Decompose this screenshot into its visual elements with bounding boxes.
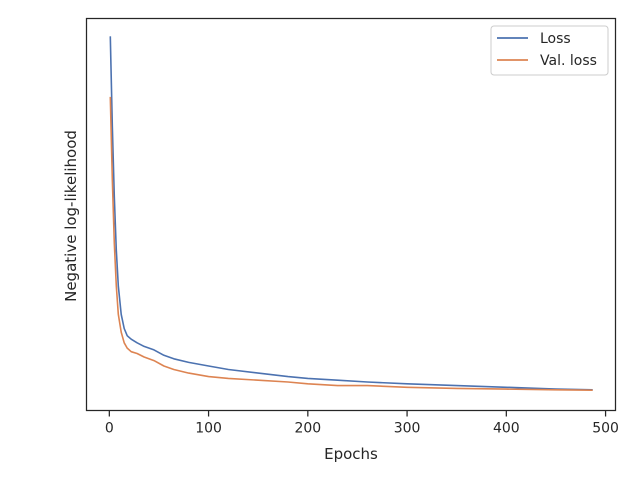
legend-label-val-loss: Val. loss xyxy=(540,53,597,69)
legend-label-loss: Loss xyxy=(540,31,571,47)
x-tick-label-0: 0 xyxy=(105,421,114,437)
x-tick-label-500: 500 xyxy=(592,421,619,437)
x-tick-label-200: 200 xyxy=(294,421,321,437)
plot-area-frame xyxy=(85,17,617,412)
series-layer xyxy=(109,36,593,391)
x-tick-label-300: 300 xyxy=(394,421,421,437)
series-line-val-loss xyxy=(109,96,593,391)
series-line-loss xyxy=(109,36,593,391)
x-axis: 0 100 200 300 400 500 xyxy=(105,410,619,437)
y-axis-label: Negative log-likelihood xyxy=(62,130,80,302)
legend: Loss Val. loss xyxy=(490,25,609,76)
x-axis-label: Epochs xyxy=(324,445,378,463)
x-tick-label-400: 400 xyxy=(493,421,520,437)
x-tick-label-100: 100 xyxy=(195,421,222,437)
